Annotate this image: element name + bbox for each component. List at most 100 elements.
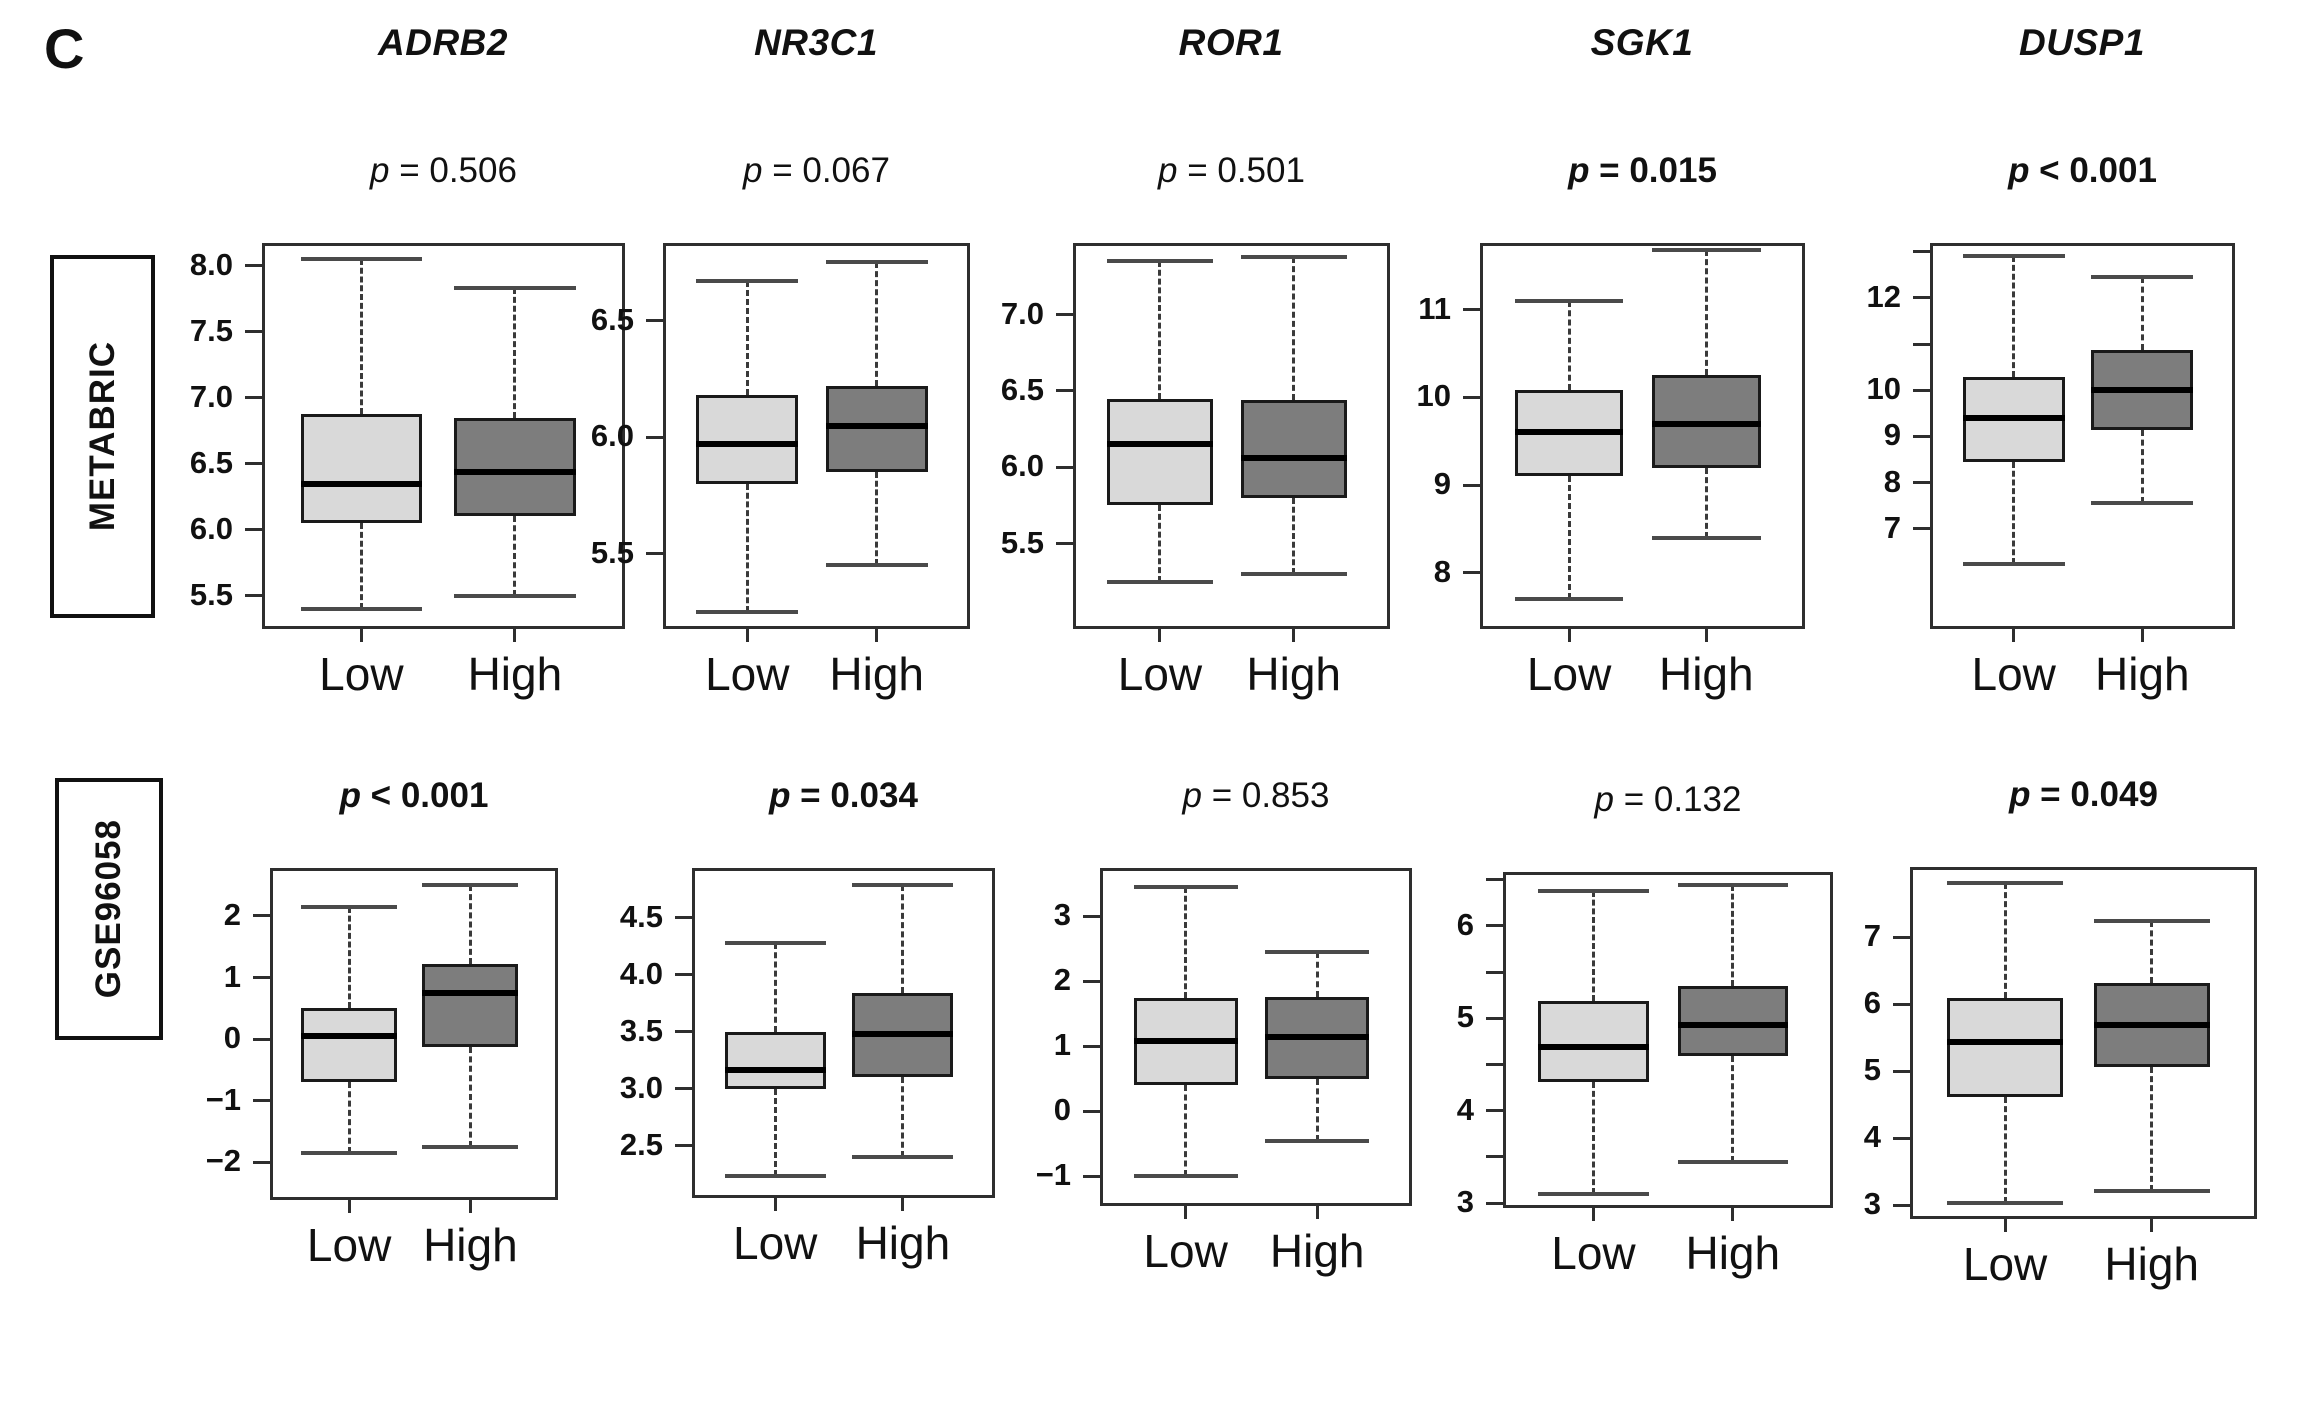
y-tick-label: 0 [223, 1020, 241, 1056]
whisker-cap-low [1677, 1160, 1788, 1165]
whisker-cap-low [422, 1145, 519, 1150]
box-low [1107, 398, 1213, 506]
p-italic: p [1568, 151, 1590, 190]
y-tick-mark [245, 528, 262, 532]
x-tick-mark [901, 1198, 905, 1211]
x-tick-mark [1591, 1208, 1595, 1221]
y-tick-label: 9 [1883, 417, 1901, 453]
median-line [1514, 429, 1624, 436]
box-low [696, 395, 799, 484]
whisker-cap-high [724, 940, 826, 945]
whisker-line [2140, 276, 2144, 350]
whisker-cap-high [1947, 881, 2064, 886]
p-italic: p [1182, 776, 1202, 815]
group-label-high: High [1246, 648, 1341, 700]
y-tick-mark [1486, 1201, 1503, 1205]
y-tick-mark [1056, 465, 1073, 469]
p-italic: p [370, 151, 390, 190]
whisker-cap-low [2091, 501, 2194, 506]
p-italic: p [2009, 775, 2031, 814]
whisker-line [875, 262, 879, 386]
whisker-line [901, 884, 905, 994]
x-tick-mark [1731, 1208, 1735, 1221]
y-tick-label: 11 [1418, 290, 1451, 326]
p-value-text: = 0.067 [762, 151, 890, 190]
y-tick-mark [1463, 571, 1480, 575]
y-tick-mark [1913, 527, 1930, 531]
x-tick-mark [468, 1200, 472, 1213]
whisker-line [1731, 885, 1735, 986]
whisker-cap-high [1107, 259, 1213, 264]
whisker-line [1184, 887, 1188, 999]
y-tick-label: 1 [223, 958, 241, 994]
y-tick-mark [253, 976, 270, 980]
plot-area-nr3c1-metabric: 5.5 6.0 6.5 [591, 243, 970, 629]
whisker-line [773, 942, 777, 1032]
whisker-line [359, 523, 363, 609]
y-tick-label: 2 [1053, 962, 1071, 998]
y-tick-mark [675, 916, 692, 920]
box-low [1538, 1000, 1649, 1083]
median-line [300, 480, 423, 487]
whisker-line [773, 1088, 777, 1176]
row-label-metabric-text: METABRIC [82, 341, 122, 532]
y-tick-mark [1083, 1174, 1100, 1178]
whisker-line [347, 1082, 351, 1154]
p-value-text: = 0.049 [2030, 775, 2158, 814]
y-tick-mark [646, 435, 663, 439]
whisker-line [2140, 429, 2144, 504]
whisker-line [745, 483, 749, 612]
group-label-high: High [467, 648, 563, 700]
median-line [1538, 1043, 1649, 1050]
group-label-low: Low [306, 1219, 392, 1271]
y-tick-label: 6.5 [590, 301, 634, 337]
y-tick-label: 7.0 [189, 378, 233, 414]
whisker-cap-high [1677, 883, 1788, 888]
whisker-line [513, 288, 517, 418]
whisker-line [1292, 256, 1296, 401]
y-tick-label: 1 [1053, 1027, 1071, 1063]
p-value-label: p = 0.049 [1910, 775, 2257, 815]
whisker-line [2003, 1096, 2007, 1204]
x-tick-mark [1315, 1206, 1319, 1219]
p-value-label: p = 0.132 [1503, 780, 1833, 820]
p-italic: p [1594, 780, 1614, 819]
p-value-label: p = 0.067 [663, 151, 970, 191]
y-tick-label: −1 [205, 1081, 241, 1117]
median-line [1265, 1033, 1370, 1040]
y-tick-mark [1913, 434, 1930, 438]
x-tick-mark [2012, 629, 2016, 642]
y-tick-mark [646, 552, 663, 556]
p-value-label: p = 0.015 [1480, 151, 1805, 191]
plot-area-dusp1-metabric: 7 8 9 10 12 [1867, 243, 2235, 629]
y-tick-mark [1913, 342, 1930, 346]
whisker-line [2150, 1067, 2154, 1192]
plot-area-ror1-metabric: 5.5 6.0 6.5 7.0 [1001, 243, 1390, 629]
whisker-cap-high [1240, 254, 1347, 259]
group-label-low: Low [319, 648, 404, 700]
y-tick-label: 5 [1456, 999, 1474, 1035]
x-tick-mark [347, 1200, 351, 1213]
y-tick-label: 7.0 [1000, 295, 1044, 331]
x-tick-mark [1184, 1206, 1188, 1219]
y-tick-label: 3.0 [619, 1069, 663, 1105]
box-high [422, 964, 519, 1047]
y-tick-mark [245, 462, 262, 466]
group-label-high: High [855, 1217, 951, 1269]
median-line [852, 1031, 954, 1038]
whisker-line [2012, 461, 2016, 564]
median-line [1962, 414, 2065, 421]
y-tick-label: 2.5 [619, 1126, 663, 1162]
whisker-cap-low [825, 563, 928, 568]
median-line [1107, 441, 1213, 448]
y-tick-mark [1913, 296, 1930, 300]
y-tick-mark [1486, 1062, 1503, 1066]
median-line [454, 468, 576, 475]
whisker-cap-low [1538, 1191, 1649, 1196]
whisker-cap-low [1947, 1201, 2064, 1206]
plot-area-adrb2-metabric: 5.5 6.0 6.5 7.0 7.5 8.0 [190, 243, 625, 629]
whisker-line [901, 1077, 905, 1158]
group-label-low: Low [1143, 1225, 1228, 1277]
whisker-cap-low [1133, 1174, 1238, 1179]
p-value-label: p = 0.506 [262, 151, 625, 191]
